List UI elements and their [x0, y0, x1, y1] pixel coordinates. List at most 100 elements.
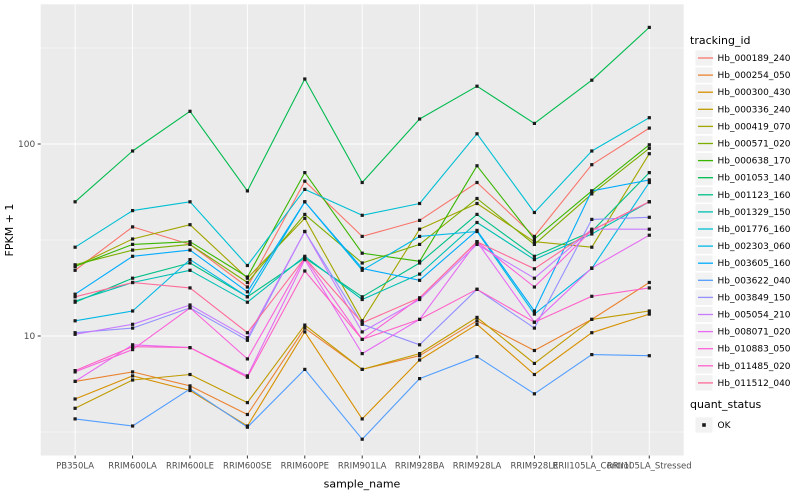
data-point [360, 261, 364, 265]
data-point [532, 237, 536, 241]
data-point [647, 309, 651, 313]
data-point [360, 330, 364, 334]
x-axis-title: sample_name [324, 478, 401, 491]
data-point [245, 331, 249, 335]
legend-entry-label: Hb_001329_150 [718, 208, 791, 218]
data-point [647, 280, 651, 285]
data-point [418, 261, 422, 265]
data-point [188, 303, 192, 307]
data-point [303, 179, 307, 183]
data-point [131, 424, 135, 428]
data-point [303, 323, 307, 327]
y-tick-label: 10 [24, 332, 36, 342]
data-point [590, 245, 594, 249]
legend-entry-label: Hb_011485_020 [718, 362, 791, 372]
legend-entry-label: Hb_000300_430 [718, 88, 791, 98]
data-point [647, 126, 651, 130]
data-point [475, 355, 479, 359]
legend-entry-label: Hb_001776_160 [718, 225, 791, 235]
data-point [188, 387, 192, 391]
data-point [590, 78, 594, 82]
legend-entry-label: Hb_001053_140 [718, 174, 791, 184]
x-tick-label: RRIM928LA [453, 462, 502, 472]
data-point [303, 269, 307, 273]
x-tick-label: RRIM600LE [166, 462, 214, 472]
legend-entry-label: Hb_000336_240 [718, 105, 791, 115]
data-point [532, 240, 536, 244]
data-point [245, 357, 249, 361]
data-point [532, 348, 536, 353]
legend-entry-label: OK [718, 421, 732, 431]
data-point [73, 268, 77, 272]
legend-entry-label: Hb_000638_170 [718, 157, 791, 167]
data-point [590, 163, 594, 167]
data-point [475, 287, 479, 291]
data-point [245, 280, 249, 285]
data-point [303, 258, 307, 262]
data-point [418, 343, 422, 347]
data-point [73, 406, 77, 410]
data-point [360, 319, 364, 323]
data-point [73, 299, 77, 303]
data-point [73, 245, 77, 249]
x-tick-label: RRIM600LA [108, 462, 157, 472]
data-point [647, 227, 651, 231]
data-point [73, 200, 77, 204]
data-point [188, 258, 192, 262]
legend-entry-label: Hb_000419_070 [718, 122, 791, 132]
data-point [532, 242, 536, 246]
data-point [188, 223, 192, 227]
data-point [475, 84, 479, 88]
data-point [475, 180, 479, 185]
x-tick-label: PB350LA [56, 462, 94, 472]
data-point [532, 312, 536, 316]
x-tick-label: RRII105LA_Control [552, 462, 631, 472]
data-point [360, 295, 364, 299]
data-point [131, 248, 135, 252]
legend-entry-label: Hb_003605_160 [718, 259, 791, 269]
data-point [245, 263, 249, 268]
data-point [188, 372, 192, 377]
data-point [590, 192, 594, 196]
x-tick-label: RRIM901LA [338, 462, 387, 472]
x-tick-label: RRIM600PE [281, 462, 329, 472]
data-point [303, 326, 307, 330]
data-point [303, 171, 307, 175]
data-point [647, 215, 651, 219]
legend-entry-label: Hb_003622_040 [718, 276, 791, 286]
x-tick-label: RRIM928BA [395, 462, 445, 472]
data-point [418, 377, 422, 381]
data-point [131, 343, 135, 347]
data-point [590, 353, 594, 357]
data-point [303, 367, 307, 371]
data-point [303, 187, 307, 191]
data-points [73, 25, 651, 441]
legend-entry-label: Hb_011512_040 [718, 379, 791, 389]
data-point [131, 276, 135, 280]
data-point [131, 149, 135, 153]
data-point [475, 228, 479, 232]
data-point [303, 200, 307, 204]
legend-entry-label: Hb_002303_060 [718, 242, 791, 252]
data-point [590, 228, 594, 232]
data-point [360, 437, 364, 441]
data-point [532, 121, 536, 125]
data-point [590, 294, 594, 298]
data-point [532, 372, 536, 377]
legend-entry-label: Hb_000254_050 [718, 71, 791, 81]
data-point [418, 354, 422, 358]
data-point [647, 146, 651, 150]
data-point [245, 412, 249, 417]
data-point [303, 216, 307, 220]
data-point [245, 295, 249, 299]
data-point [245, 338, 249, 342]
data-point [73, 295, 77, 299]
data-point [418, 317, 422, 321]
data-point [360, 251, 364, 255]
data-point [245, 300, 249, 304]
data-point [590, 189, 594, 193]
data-point [418, 117, 422, 121]
data-point [303, 256, 307, 260]
data-point [188, 242, 192, 246]
